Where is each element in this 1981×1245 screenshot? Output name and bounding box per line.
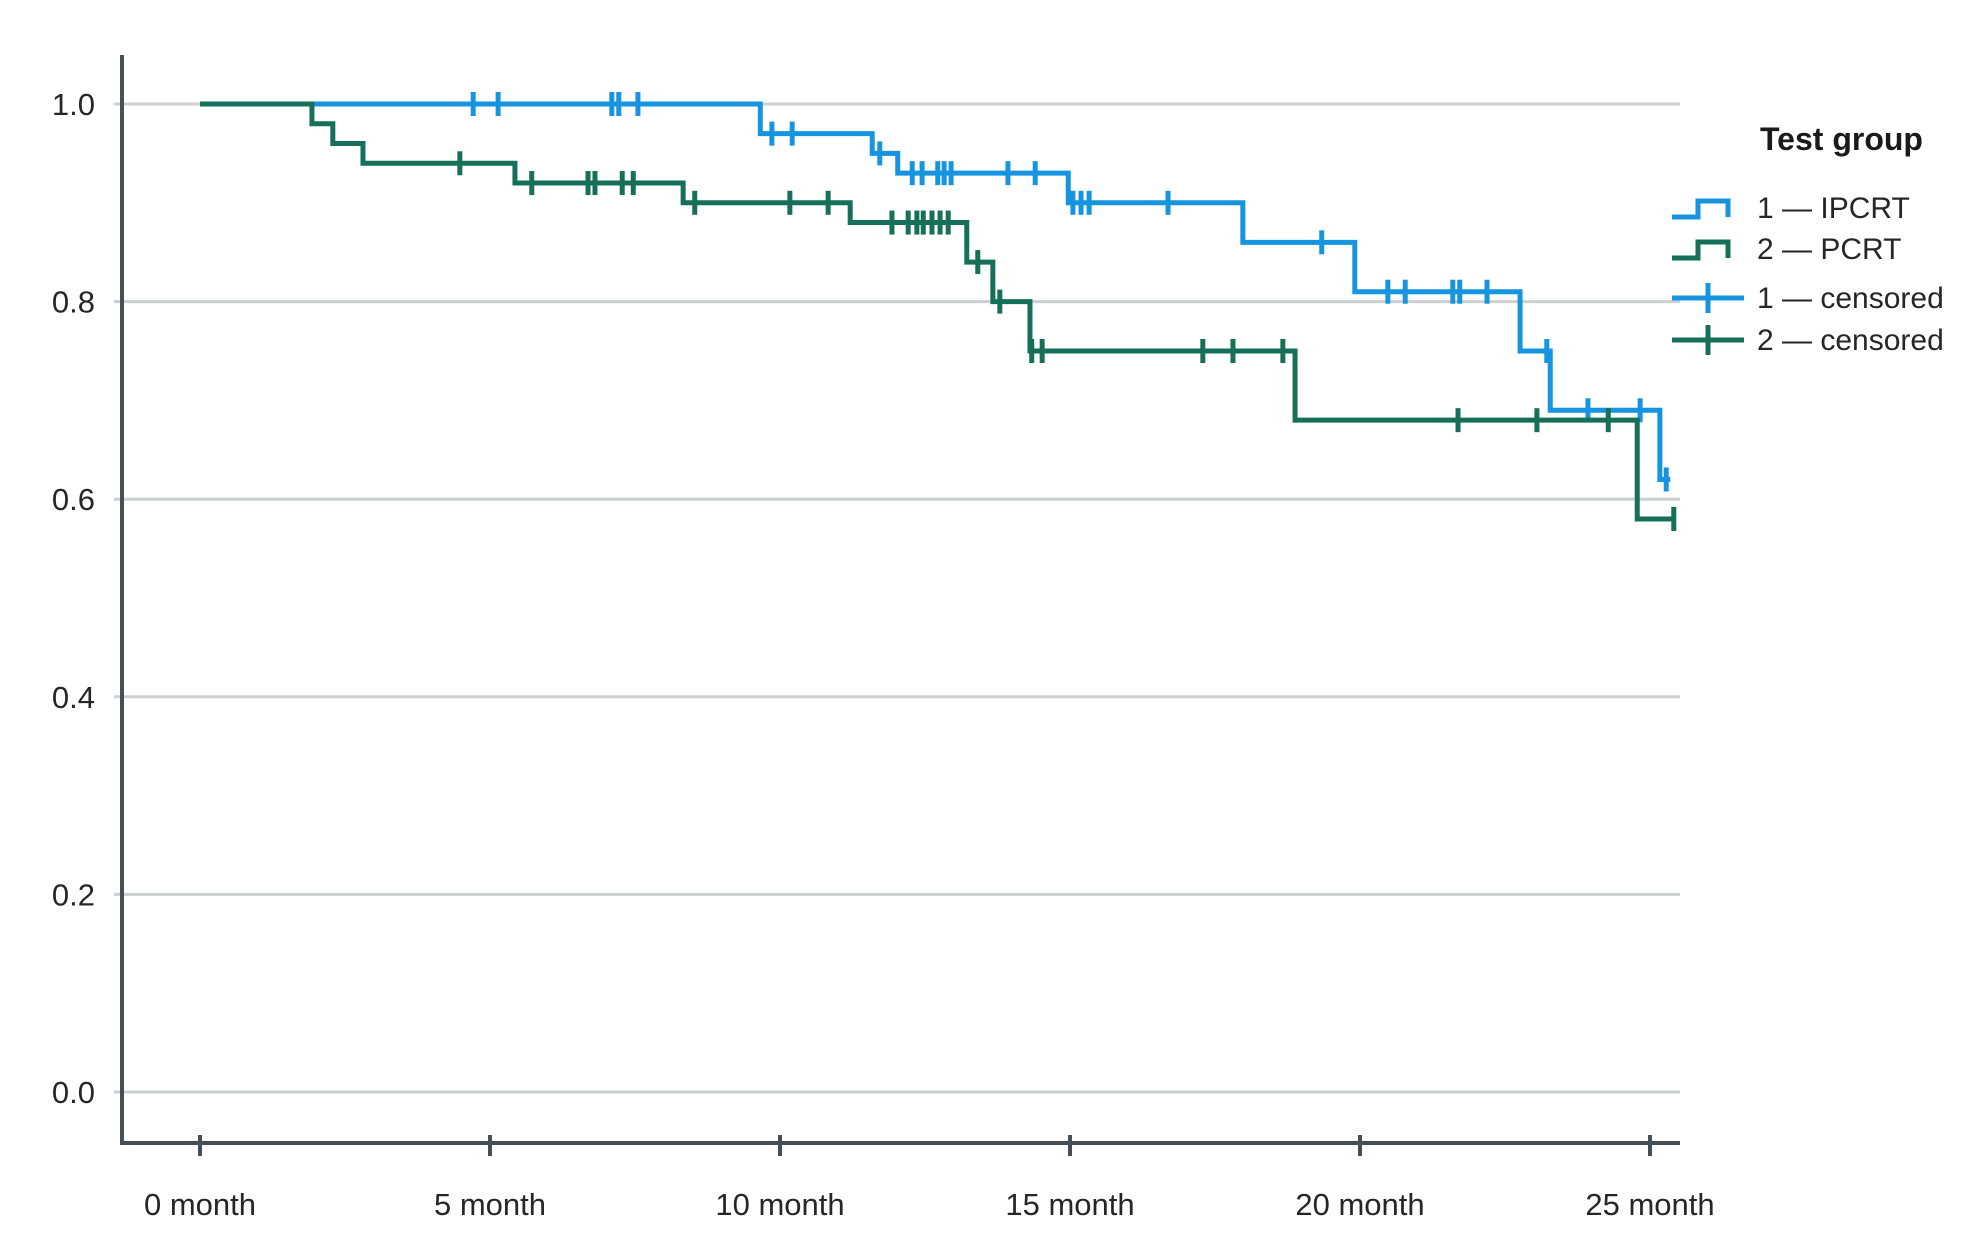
legend-step-line-symbol [1672, 198, 1731, 220]
x-tick-label: 5 month [434, 1187, 546, 1222]
y-tick-label: 0.8 [52, 285, 95, 320]
y-tick-label: 0.2 [52, 877, 95, 912]
y-tick-label: 0.6 [52, 482, 95, 517]
legend-item-label: 1 — censored [1757, 282, 1944, 315]
legend-item-label: 2 — censored [1757, 324, 1944, 357]
x-tick-label: 15 month [1005, 1187, 1134, 1222]
legend-item-1: 1 — IPCRT [1672, 192, 1910, 225]
legend-item-4: 2 — censored [1672, 324, 1944, 357]
legend-item-label: 2 — PCRT [1757, 233, 1901, 266]
legend-item-label: 1 — IPCRT [1757, 192, 1910, 225]
x-tick-label: 25 month [1585, 1187, 1714, 1222]
y-tick-label: 0.0 [52, 1075, 95, 1110]
x-tick-label: 10 month [715, 1187, 844, 1222]
y-tick-label: 1.0 [52, 87, 95, 122]
survival-curve-ipcrt [200, 101, 1671, 482]
y-tick-label: 0.4 [52, 680, 95, 715]
x-tick-label: 20 month [1295, 1187, 1424, 1222]
legend-item-2: 2 — PCRT [1672, 233, 1901, 266]
legend-title: Test group [1760, 121, 1923, 157]
legend-item-3: 1 — censored [1672, 282, 1944, 315]
x-tick-label: 0 month [144, 1187, 256, 1222]
legend-step-line-symbol [1672, 239, 1731, 261]
survival-curve-pcrt [200, 101, 1675, 522]
